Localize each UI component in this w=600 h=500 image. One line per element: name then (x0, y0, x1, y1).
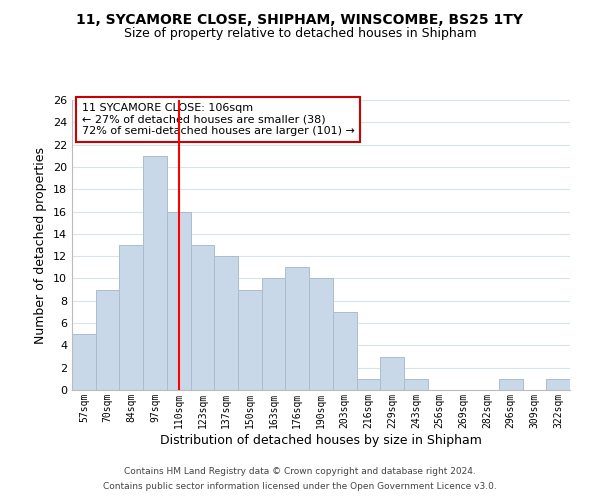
Bar (238, 290, 262, 390)
Text: Contains HM Land Registry data © Crown copyright and database right 2024.: Contains HM Land Registry data © Crown c… (124, 467, 476, 476)
X-axis label: Distribution of detached houses by size in Shipham: Distribution of detached houses by size … (160, 434, 482, 446)
Text: Size of property relative to detached houses in Shipham: Size of property relative to detached ho… (124, 28, 476, 40)
Bar (286, 268, 309, 390)
Bar (167, 212, 191, 390)
Text: 11, SYCAMORE CLOSE, SHIPHAM, WINSCOMBE, BS25 1TY: 11, SYCAMORE CLOSE, SHIPHAM, WINSCOMBE, … (77, 12, 523, 26)
Text: 11 SYCAMORE CLOSE: 106sqm
← 27% of detached houses are smaller (38)
72% of semi-: 11 SYCAMORE CLOSE: 106sqm ← 27% of detac… (82, 103, 355, 136)
Bar (546, 379, 570, 390)
Bar (214, 256, 238, 390)
Bar (96, 290, 119, 390)
Text: Contains public sector information licensed under the Open Government Licence v3: Contains public sector information licen… (103, 482, 497, 491)
Bar (356, 379, 380, 390)
Bar (262, 278, 286, 390)
Bar (404, 379, 428, 390)
Bar (72, 334, 96, 390)
Bar (499, 379, 523, 390)
Bar (143, 156, 167, 390)
Bar (191, 245, 214, 390)
Bar (333, 312, 356, 390)
Y-axis label: Number of detached properties: Number of detached properties (34, 146, 47, 344)
Bar (119, 245, 143, 390)
Bar (309, 278, 333, 390)
Bar (380, 356, 404, 390)
